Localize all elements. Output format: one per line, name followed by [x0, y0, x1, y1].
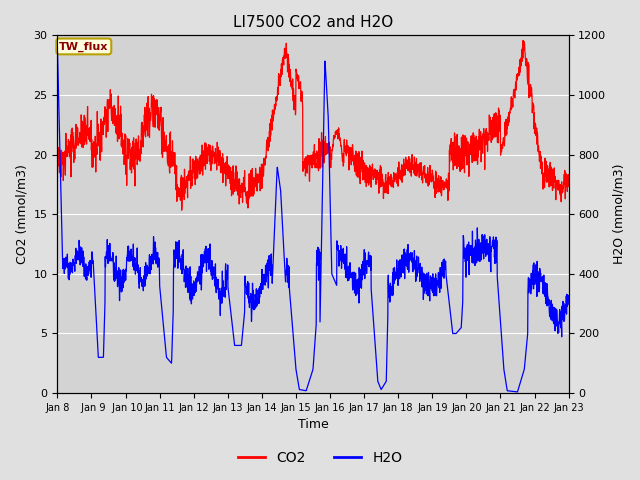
CO2 — [564, 174, 572, 180]
H2O — [564, 294, 572, 300]
H2O — [289, 323, 296, 329]
CO2 — [178, 207, 186, 213]
Y-axis label: H2O (mmol/m3): H2O (mmol/m3) — [612, 164, 625, 264]
Line: CO2: CO2 — [58, 40, 568, 210]
CO2 — [519, 37, 527, 43]
H2O — [550, 305, 558, 311]
CO2 — [550, 171, 558, 177]
CO2 — [550, 165, 558, 171]
Legend: CO2, H2O: CO2, H2O — [232, 445, 408, 471]
Text: TW_flux: TW_flux — [59, 41, 109, 51]
CO2 — [79, 122, 87, 128]
H2O — [456, 326, 464, 332]
Line: H2O: H2O — [58, 47, 568, 392]
H2O — [514, 389, 522, 395]
H2O — [79, 264, 87, 269]
H2O — [302, 388, 310, 394]
H2O — [550, 321, 557, 326]
Y-axis label: CO2 (mmol/m3): CO2 (mmol/m3) — [15, 164, 28, 264]
CO2 — [456, 168, 464, 174]
X-axis label: Time: Time — [298, 419, 328, 432]
CO2 — [302, 163, 310, 168]
CO2 — [54, 175, 61, 181]
H2O — [54, 44, 61, 50]
Title: LI7500 CO2 and H2O: LI7500 CO2 and H2O — [233, 15, 393, 30]
CO2 — [289, 76, 296, 82]
